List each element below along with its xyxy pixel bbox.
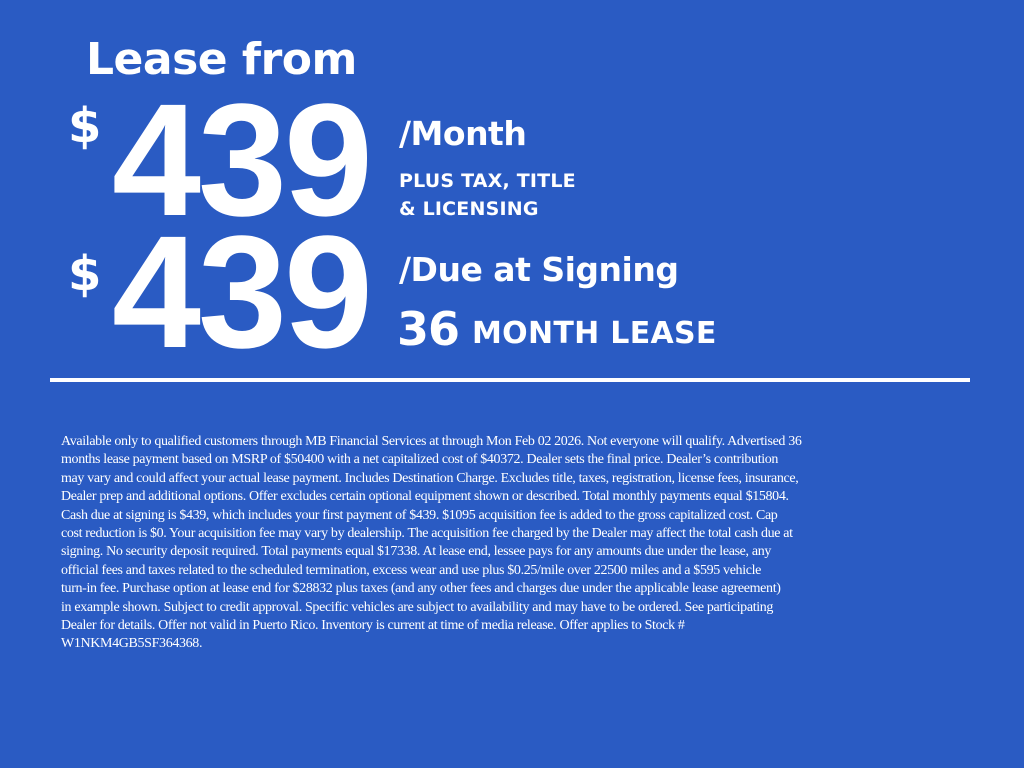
- signing-amount: 439: [112, 202, 373, 381]
- disclaimer-line: turn-in fee. Purchase option at lease en…: [61, 581, 781, 597]
- disclaimer-line: Available only to qualified customers th…: [61, 434, 802, 449]
- disclaimer-line: Cash due at signing is $439, which inclu…: [61, 507, 778, 523]
- signing-label: /Due at Signing: [399, 250, 679, 289]
- disclaimer-line: signing. No security deposit required. T…: [61, 544, 772, 560]
- monthly-label: /Month: [399, 114, 527, 153]
- signing-currency: $: [68, 246, 102, 302]
- monthly-currency: $: [68, 98, 102, 154]
- disclaimer-line: in example shown. Subject to credit appr…: [61, 599, 774, 615]
- term-months: 36: [397, 302, 460, 356]
- headline: Lease from: [86, 34, 357, 85]
- disclaimer-line: Dealer for details. Offer not valid in P…: [61, 618, 685, 634]
- disclaimer: Available only to qualified customers th…: [61, 433, 991, 654]
- disclaimer-line: cost reduction is $0. Your acquisition f…: [61, 526, 793, 542]
- disclaimer-line: official fees and taxes related to the s…: [61, 562, 762, 578]
- term-label: MONTH LEASE: [472, 316, 717, 351]
- disclaimer-line: may vary and could affect your actual le…: [61, 470, 799, 486]
- disclaimer-line: Dealer prep and additional options. Offe…: [61, 489, 789, 505]
- monthly-amount: 439: [112, 70, 373, 249]
- disclaimer-line: W1NKM4GB5SF364368.: [61, 636, 203, 652]
- monthly-note-line1: PLUS TAX, TITLE: [399, 170, 576, 192]
- monthly-note-line2: & LICENSING: [399, 198, 539, 220]
- disclaimer-line: months lease payment based on MSRP of $5…: [61, 452, 779, 468]
- divider: [50, 378, 970, 382]
